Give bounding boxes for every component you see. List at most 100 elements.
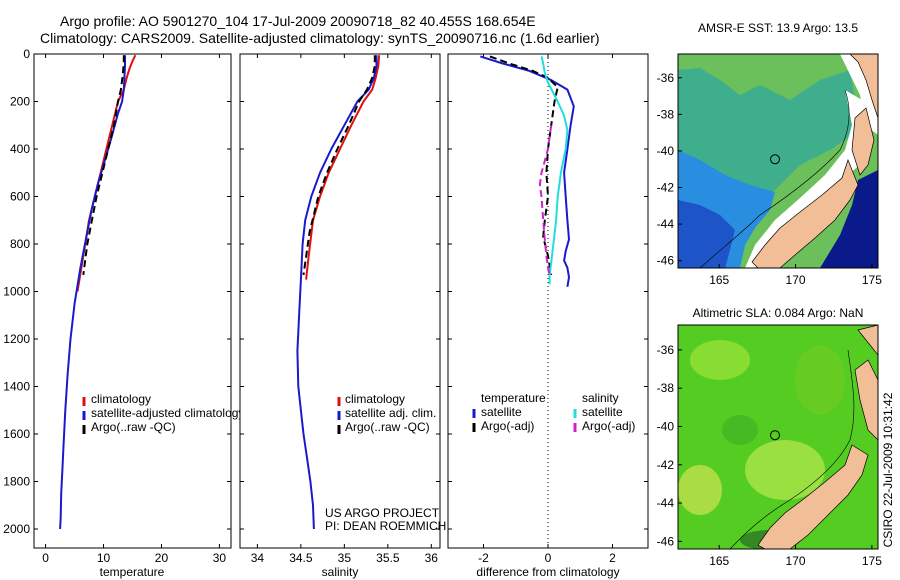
- salinity-legend: climatology satellite adj. clim. Argo(..…: [337, 392, 436, 434]
- project-label: US ARGO PROJECT: [325, 506, 440, 520]
- x-tick-label: 34.5: [289, 551, 313, 565]
- temperature-xlabel: temperature: [100, 565, 165, 579]
- sla-field-patch: [722, 415, 758, 445]
- map-x-tick-label: 175: [862, 554, 882, 568]
- difference-x-ticks: -2 0 2: [478, 54, 616, 565]
- x-tick-label: 0: [545, 551, 552, 565]
- sst-map: AMSR-E SST: 13.9 Argo: 13.5 -36 -38 -40 -42…: [657, 21, 883, 287]
- sla-field-patch: [745, 440, 825, 500]
- difference-panel: -2 0 2 difference from climatology tempera…: [447, 53, 649, 579]
- y-tick-label: 600: [10, 190, 30, 204]
- temperature-axes-frame: [33, 53, 232, 549]
- sla-map-x-ticks: 165 170 175: [709, 545, 882, 568]
- map-x-tick-label: 170: [786, 273, 806, 287]
- legend-label-satellite: satellite adj. clim.: [345, 406, 436, 420]
- sla-map-body: [678, 325, 878, 549]
- map-x-tick-label: 170: [786, 554, 806, 568]
- sla-argo-position-marker: [770, 430, 780, 441]
- x-tick-label: 30: [213, 551, 227, 565]
- x-tick-label: 2: [609, 551, 616, 565]
- legend-label-salinity-satellite: satellite: [582, 405, 623, 419]
- sla-isobath-contour: [729, 349, 855, 549]
- x-tick-label: 0: [42, 551, 49, 565]
- map-y-tick-label: -42: [657, 458, 675, 472]
- y-tick-label: 0: [23, 47, 30, 61]
- sst-field-deep-cold: [820, 170, 878, 268]
- sla-map-title: Altimetric SLA: 0.084 Argo: NaN: [693, 306, 864, 320]
- salinity-series: [296, 55, 381, 530]
- salinity-x-ticks: 34 34.5 35 35.5 36: [251, 54, 439, 565]
- legend-label-salinity-argo: Argo(-adj): [582, 419, 635, 433]
- series-line-argo-raw-qc: [302, 55, 376, 276]
- temperature-series: [59, 54, 137, 530]
- north-island-south-land: [851, 107, 875, 176]
- map-y-tick-label: -44: [657, 217, 675, 231]
- sla-field-patch: [678, 465, 722, 515]
- sst-map-y-ticks: -36 -38 -40 -42 -44 -46: [657, 71, 682, 268]
- map-y-tick-label: -40: [657, 419, 675, 433]
- sla-map-y-ticks: -36 -38 -40 -42 -44 -46: [657, 343, 682, 548]
- sst-map-x-ticks: 165 170 175: [709, 264, 882, 287]
- x-tick-label: 10: [97, 551, 111, 565]
- csiro-timestamp: CSIRO 22-Jul-2009 10:31:42: [881, 392, 895, 547]
- legend-label-argo: Argo(..raw -QC): [91, 420, 176, 434]
- legend-label-satellite-adjusted: satellite-adjusted climatology: [91, 406, 244, 420]
- series-line-salinity-argo-adj: [538, 125, 553, 276]
- map-y-tick-label: -36: [657, 71, 675, 85]
- y-tick-label: 200: [10, 95, 30, 109]
- series-line-climatology: [305, 55, 381, 280]
- map-x-tick-label: 165: [709, 273, 729, 287]
- map-y-tick-label: -38: [657, 381, 675, 395]
- difference-y-ticks: [448, 53, 648, 530]
- x-tick-label: 36: [425, 551, 439, 565]
- y-tick-label: 1000: [3, 285, 30, 299]
- map-y-tick-label: -38: [657, 107, 675, 121]
- sst-nodata-coast: [745, 90, 870, 268]
- difference-axes-frame: [447, 53, 649, 549]
- sst-argo-position-marker: [770, 154, 780, 165]
- legend-label-temperature-argo: Argo(-adj): [481, 419, 534, 433]
- temperature-y-ticks: 0 200 400 600 800 1000 1200 1400 1600 1800 2000: [3, 47, 231, 536]
- map-y-tick-label: -46: [657, 254, 675, 268]
- temperature-legend: climatology satellite-adjusted climatolo…: [82, 392, 244, 434]
- x-tick-label: -2: [478, 551, 489, 565]
- north-island-land: [849, 54, 878, 119]
- legend-label-climatology: climatology: [345, 392, 405, 406]
- temperature-x-ticks: 0 10 20 30: [42, 54, 226, 565]
- y-tick-label: 1600: [3, 427, 30, 441]
- legend-heading-temperature: temperature: [481, 391, 546, 405]
- map-y-tick-label: -44: [657, 496, 675, 510]
- salinity-panel: 34 34.5 35 35.5 36 salinity climatology sate…: [239, 53, 446, 579]
- difference-series: [479, 55, 575, 287]
- sla-map-frame: [677, 324, 879, 550]
- salinity-y-ticks: [240, 53, 440, 530]
- sst-map-title: AMSR-E SST: 13.9 Argo: 13.5: [698, 21, 858, 35]
- legend-label-climatology: climatology: [91, 392, 151, 406]
- sla-field-patch: [690, 340, 750, 380]
- temperature-panel: 0 200 400 600 800 1000 1200 1400 1600 1800 2000 0 1…: [3, 47, 244, 579]
- sla-map: Altimetric SLA: 0.084 Argo: NaN -36 -38 -4…: [657, 306, 883, 568]
- figure-title-line1: Argo profile: AO 5901270_104 17-Jul-2009…: [60, 13, 536, 29]
- series-line-argo-raw-qc: [82, 55, 125, 276]
- sst-map-frame: [677, 53, 879, 269]
- x-tick-label: 20: [155, 551, 169, 565]
- y-tick-label: 1400: [3, 380, 30, 394]
- series-line-satellite-adj-clim: [296, 55, 378, 530]
- map-y-tick-label: -36: [657, 343, 675, 357]
- sst-isobath-contour: [699, 89, 850, 268]
- south-island-land: [757, 444, 869, 549]
- map-y-tick-label: -46: [657, 534, 675, 548]
- sla-field-patch: [795, 345, 845, 415]
- salinity-axes-frame: [239, 53, 441, 549]
- pi-label: PI: DEAN ROEMMICH: [325, 519, 446, 533]
- legend-label-argo: Argo(..raw -QC): [345, 420, 430, 434]
- map-y-tick-label: -40: [657, 144, 675, 158]
- x-tick-label: 34: [251, 551, 265, 565]
- sst-map-body: [678, 54, 878, 268]
- map-x-tick-label: 165: [709, 554, 729, 568]
- figure-title-line2: Climatology: CARS2009. Satellite-adjuste…: [40, 30, 600, 46]
- salinity-xlabel: salinity: [322, 565, 359, 579]
- map-y-tick-label: -42: [657, 181, 675, 195]
- sst-field-cold: [678, 200, 735, 268]
- difference-xlabel: difference from climatology: [476, 565, 619, 579]
